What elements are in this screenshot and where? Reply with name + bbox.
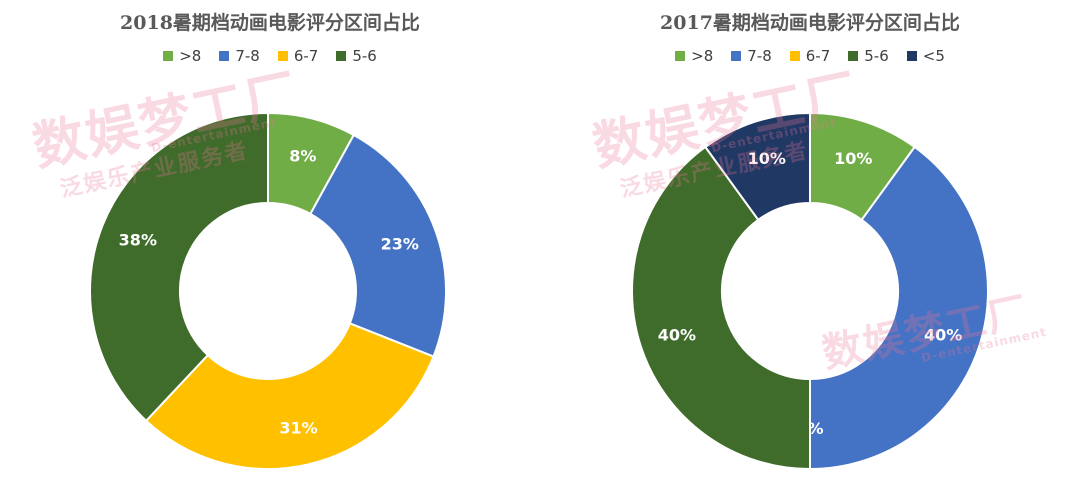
data-label: 40% — [924, 325, 962, 344]
legend-item-gt8: >8 — [163, 47, 201, 65]
legend: >8 7-8 6-7 5-6 — [0, 47, 540, 65]
chart-title: 2017暑期档动画电影评分区间占比 — [660, 12, 960, 34]
data-label: 31% — [279, 419, 317, 438]
legend-swatch — [731, 51, 742, 61]
legend-label: >8 — [691, 47, 714, 65]
donut-chart: 10%40%0%40%10% — [631, 111, 989, 471]
data-label: 23% — [381, 235, 419, 254]
legend-swatch — [848, 51, 859, 61]
legend-item-5-6: 5-6 — [336, 47, 377, 65]
legend-label: 6-7 — [805, 47, 831, 65]
chart-2017: 2017暑期档动画电影评分区间占比 >8 7-8 6-7 5-6 <5 — [540, 0, 1080, 499]
donut-slice — [631, 145, 811, 471]
data-label: 10% — [834, 149, 872, 168]
legend-swatch — [675, 51, 686, 61]
legend-item-7-8: 7-8 — [219, 47, 260, 65]
legend-item-6-7: 6-7 — [277, 47, 319, 65]
donut-slice — [144, 322, 435, 470]
legend-item-6-7: 6-7 — [789, 47, 831, 65]
legend-label: >8 — [179, 47, 202, 65]
donut-slice — [309, 133, 447, 358]
legend-item-gt8: >8 — [675, 47, 713, 65]
legend-label: 7-8 — [235, 47, 260, 65]
donut-slice — [89, 111, 269, 423]
legend-label: <5 — [922, 47, 945, 65]
legend-label: 7-8 — [747, 47, 772, 65]
chart-title: 2018暑期档动画电影评分区间占比 — [120, 12, 420, 34]
legend: >8 7-8 6-7 5-6 <5 — [540, 47, 1080, 65]
data-label: 8% — [289, 146, 316, 165]
chart-2018: 2018暑期档动画电影评分区间占比 >8 7-8 6-7 5-6 8% 23% 31… — [0, 12, 540, 470]
donut-slice — [809, 145, 989, 471]
donut-chart: 8% 23% 31% 38% — [89, 111, 447, 470]
data-label: 38% — [119, 230, 157, 249]
legend-swatch — [336, 51, 347, 61]
legend-swatch — [277, 51, 288, 61]
legend-item-lt5: <5 — [906, 47, 945, 65]
legend-item-5-6: 5-6 — [848, 47, 889, 65]
legend-swatch — [789, 51, 800, 61]
legend-swatch — [219, 51, 230, 61]
legend-label: 6-7 — [293, 47, 319, 65]
legend-swatch — [163, 51, 174, 61]
legend-label: 5-6 — [352, 47, 377, 65]
legend-swatch — [906, 51, 917, 61]
donut-slice — [703, 111, 811, 222]
data-label: 10% — [748, 149, 786, 168]
legend-label: 5-6 — [864, 47, 889, 65]
data-label: 40% — [658, 325, 696, 344]
legend-item-7-8: 7-8 — [731, 47, 772, 65]
